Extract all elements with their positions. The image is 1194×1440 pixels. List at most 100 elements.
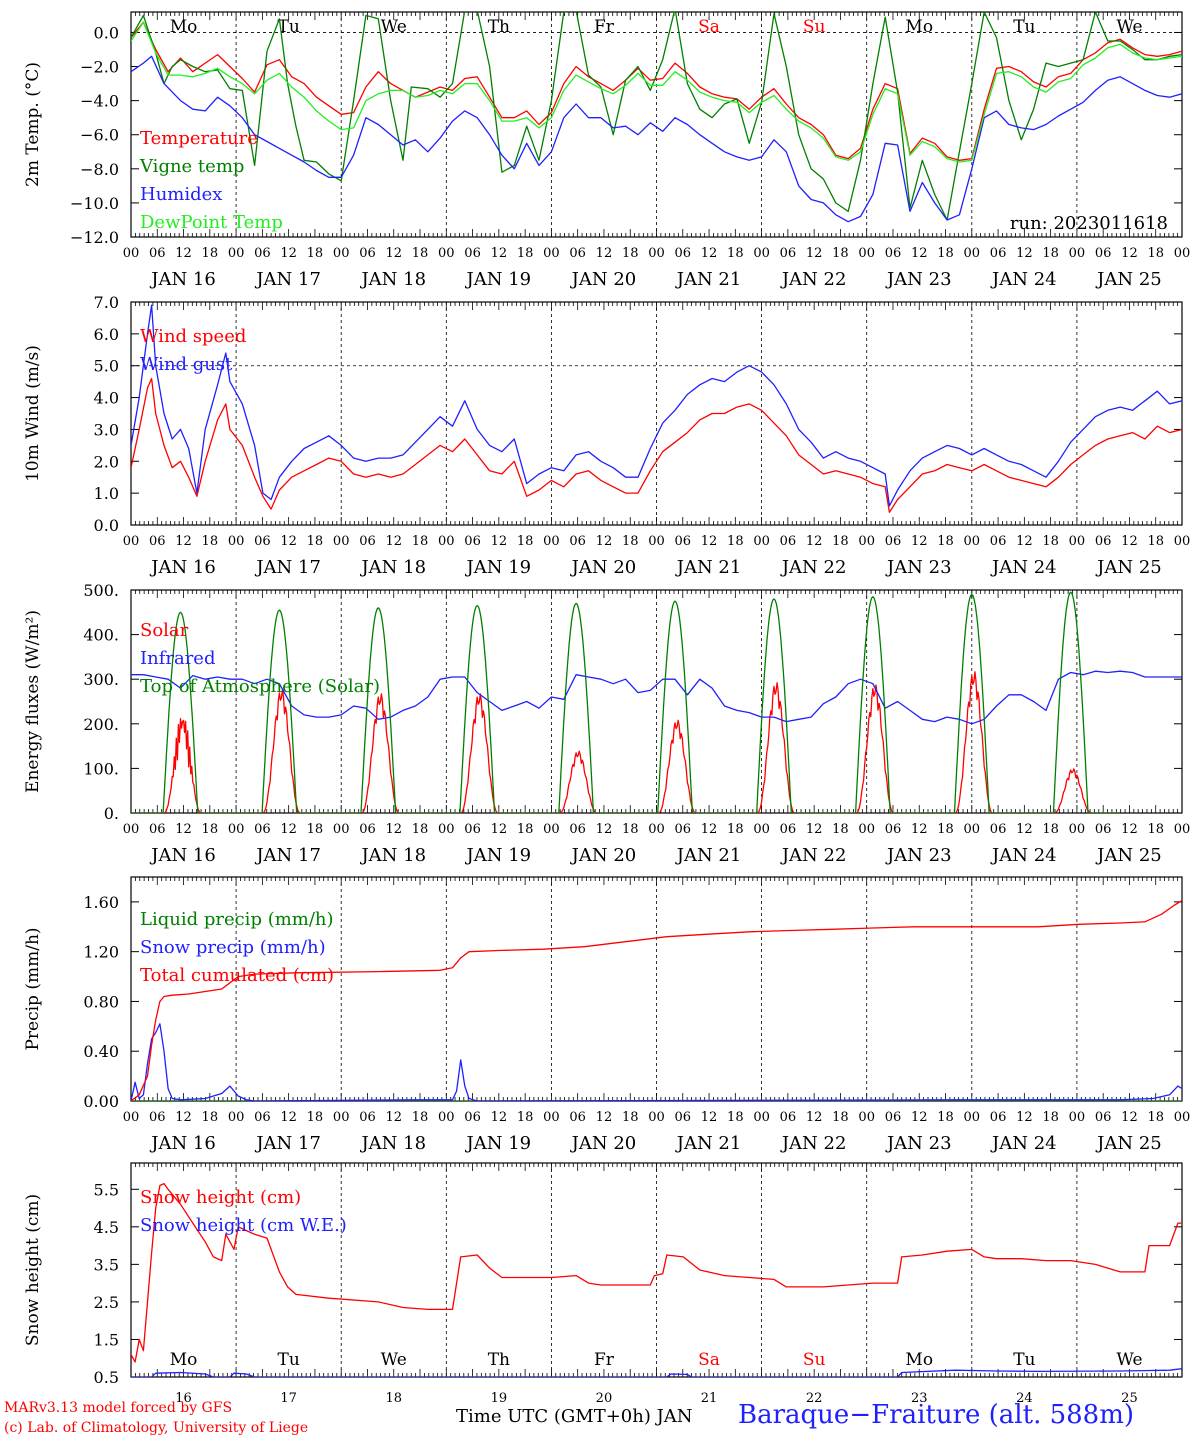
x-tick-label: 18 (412, 534, 429, 549)
x-date-label: JAN 16 (149, 1133, 216, 1154)
x-tick-label: 06 (675, 1110, 692, 1125)
x-tick-label: 06 (885, 246, 902, 261)
y-tick-label: 4.0 (94, 389, 119, 408)
y-tick-label: −10.0 (70, 194, 119, 213)
y-tick-label: 400. (83, 626, 119, 645)
temperature-line (131, 21, 1182, 161)
weekday-label: Tu (278, 1350, 300, 1370)
x-tick-label: 00 (123, 246, 140, 261)
x-tick-label: 00 (858, 534, 875, 549)
x-tick-label: 18 (832, 1110, 849, 1125)
snow-precip-mm-h-legend: Snow precip (mm/h) (140, 937, 326, 958)
y-tick-label: 0.40 (83, 1042, 119, 1061)
weekday-label: We (1116, 1350, 1142, 1370)
x-tick-label: 12 (806, 822, 823, 837)
weekday-label: Mo (170, 17, 198, 37)
x-tick-label: 12 (175, 1110, 192, 1125)
x-tick-label: 12 (491, 534, 508, 549)
dewpoint-temp-line (131, 21, 1182, 163)
x-tick-label: 18 (517, 822, 534, 837)
x-date-label: JAN 25 (1095, 845, 1162, 866)
x-tick-label: 00 (753, 246, 770, 261)
panel-1: 0.0 −2.0 −4.0 −6.0 −8.0 −10.0 −12.0 2m Temp. (°… (23, 11, 1190, 290)
x-tick-label: 18 (937, 822, 954, 837)
x-date-label: JAN 16 (149, 845, 216, 866)
y-tick-label: 5.0 (94, 357, 119, 376)
x-tick-label: 00 (858, 822, 875, 837)
humidex-line (131, 55, 1182, 223)
x-tick-label: 00 (333, 246, 350, 261)
series-group (131, 304, 1182, 513)
x-tick-label: 00 (228, 534, 245, 549)
x-tick-label: 12 (911, 534, 928, 549)
x-tick-label: 00 (543, 246, 560, 261)
panel-2: 0.0 1.0 2.0 3.0 4.0 5.0 6.0 7.0 10m Wind (m/s) 00… (23, 293, 1190, 578)
x-tick-label: 00 (1069, 246, 1086, 261)
x-date-label: JAN 17 (254, 845, 321, 866)
x-date-label: JAN 25 (1095, 557, 1162, 578)
x-tick-label: 12 (280, 822, 297, 837)
x-tick-label: 06 (1095, 246, 1112, 261)
weekday-label: Tu (1013, 17, 1035, 37)
x-tick-label: 06 (149, 534, 166, 549)
x-tick-label: 12 (596, 534, 613, 549)
x-date-label: JAN 18 (359, 1133, 426, 1154)
x-tick-label: 12 (806, 534, 823, 549)
y-tick-label: −8.0 (80, 160, 119, 179)
model-credit: MARv3.13 model forced by GFS (4, 1400, 233, 1416)
x-date-label: JAN 25 (1095, 1133, 1162, 1154)
temperature-legend: Temperature (140, 128, 258, 149)
x-tick-label: 00 (1174, 534, 1191, 549)
weekday-label: We (381, 17, 407, 37)
y-tick-label: 1.60 (83, 893, 119, 912)
x-tick-label: 00 (648, 534, 665, 549)
x-tick-label: 00 (964, 534, 981, 549)
x-date-label: JAN 23 (885, 269, 952, 290)
x-tick-label: 18 (937, 1110, 954, 1125)
x-day-label: 22 (806, 1391, 823, 1406)
x-tick-label: 12 (911, 1110, 928, 1125)
x-tick-label: 00 (648, 822, 665, 837)
panel-5: 0.5 1.5 2.5 3.5 4.5 5.5 Snow height (cm) 16 17 18… (23, 1162, 1183, 1406)
x-tick-label: 00 (123, 822, 140, 837)
x-tick-label: 18 (1042, 534, 1059, 549)
x-tick-label: 12 (280, 1110, 297, 1125)
x-date-label: JAN 23 (885, 845, 952, 866)
x-tick-label: 18 (307, 246, 324, 261)
y-tick-label: 0.00 (83, 1092, 119, 1111)
x-tick-label: 06 (990, 1110, 1007, 1125)
y-tick-label: 7.0 (94, 293, 119, 312)
x-tick-label: 12 (806, 1110, 823, 1125)
liquid-precip-mm-h-legend: Liquid precip (mm/h) (140, 909, 334, 930)
x-tick-label: 18 (517, 534, 534, 549)
x-tick-label: 00 (753, 1110, 770, 1125)
x-tick-label: 12 (175, 822, 192, 837)
x-date-label: JAN 17 (254, 557, 321, 578)
x-tick-label: 06 (1095, 1110, 1112, 1125)
weekday-label: Fr (594, 17, 615, 37)
x-day-label: 21 (701, 1391, 718, 1406)
y-tick-label: 200. (83, 715, 119, 734)
x-tick-label: 06 (780, 822, 797, 837)
x-tick-label: 06 (149, 246, 166, 261)
weekday-label: Sa (698, 1350, 720, 1370)
y-axis-label: Precip (mm/h) (23, 927, 43, 1050)
x-tick-label: 18 (1042, 822, 1059, 837)
x-tick-label: 18 (622, 246, 639, 261)
x-tick-label: 06 (885, 534, 902, 549)
x-tick-label: 18 (307, 1110, 324, 1125)
x-tick-label: 00 (333, 1110, 350, 1125)
x-tick-label: 00 (123, 1110, 140, 1125)
x-tick-label: 12 (701, 1110, 718, 1125)
x-tick-label: 06 (254, 534, 271, 549)
y-tick-label: 5.5 (94, 1180, 119, 1199)
weekday-label: We (381, 1350, 407, 1370)
x-day-label: 18 (385, 1391, 402, 1406)
plot-frame (130, 301, 1183, 526)
series-group (131, 591, 1182, 813)
y-tick-label: 1.20 (83, 943, 119, 962)
weekday-label: Sa (698, 17, 720, 37)
x-date-label: JAN 18 (359, 845, 426, 866)
weekday-label: We (1116, 17, 1142, 37)
snow-height-cm-legend: Snow height (cm) (140, 1187, 301, 1208)
